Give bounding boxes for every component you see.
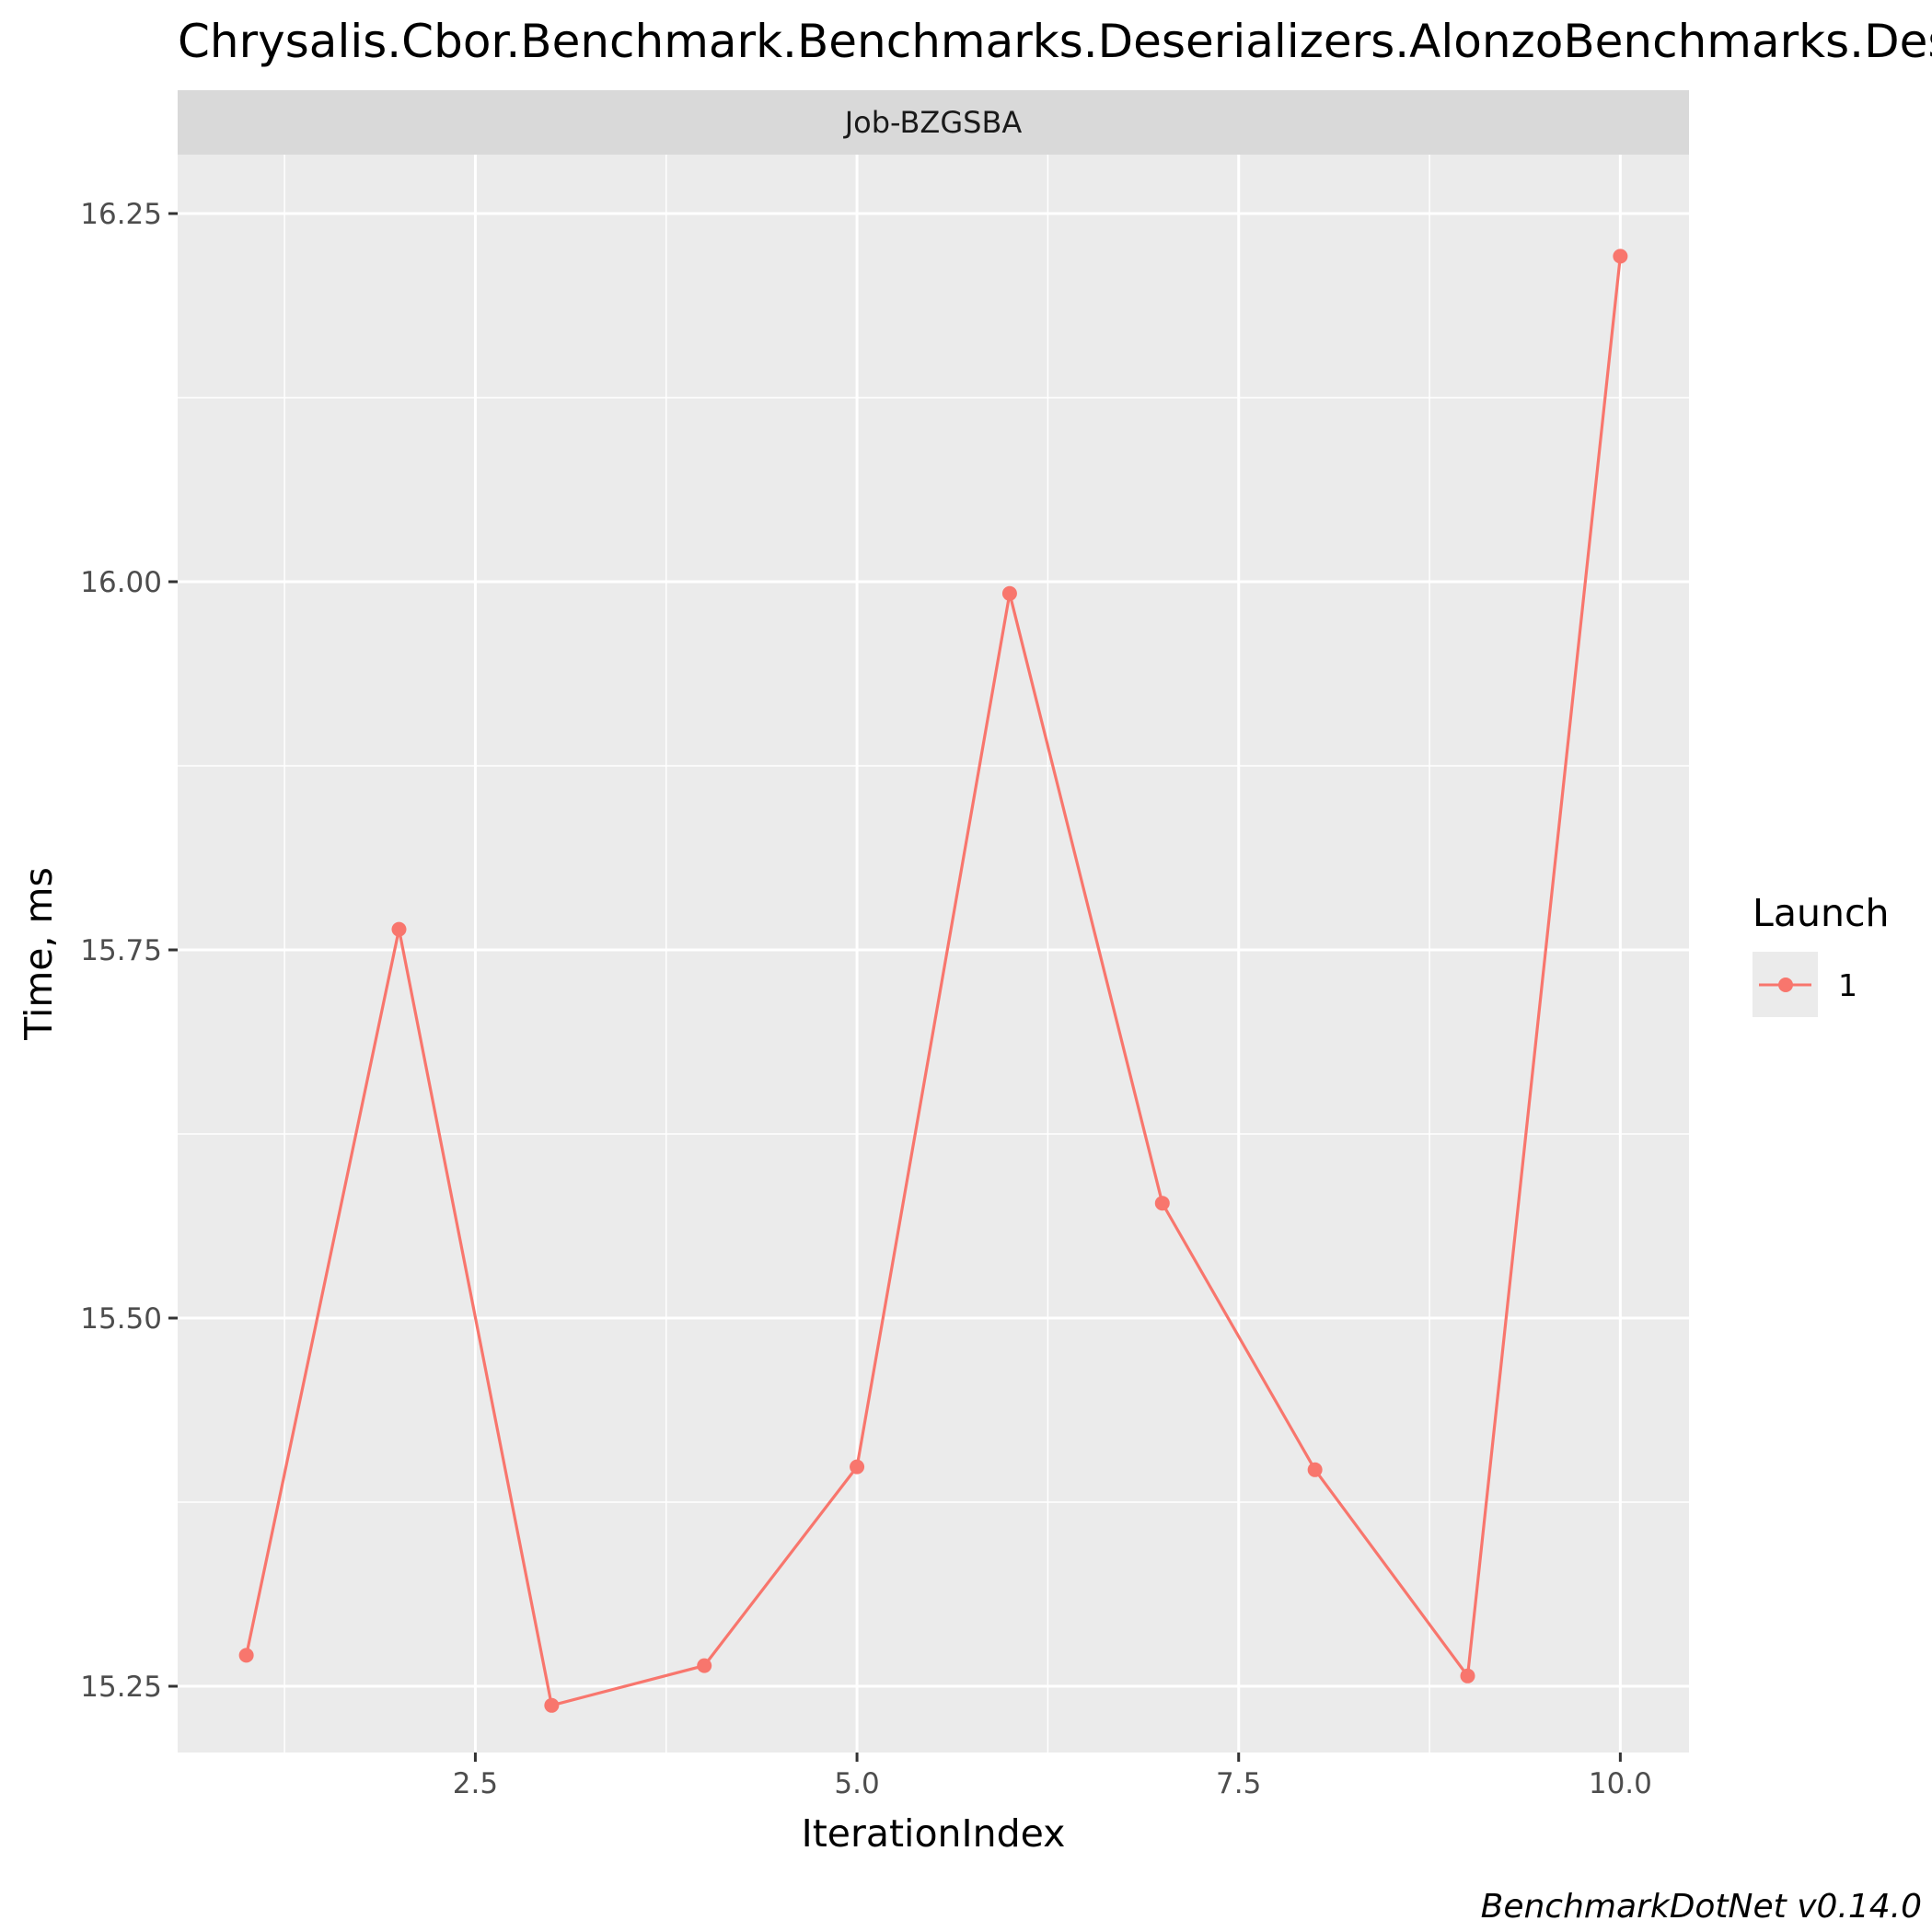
data-point: [697, 1658, 712, 1673]
x-tick-label: 10.0: [1589, 1767, 1652, 1800]
x-tick-label: 7.5: [1216, 1767, 1261, 1800]
y-tick-label: 16.00: [80, 566, 162, 599]
data-point: [238, 1648, 254, 1663]
x-axis: 2.5 5.0 7.5 10.0: [453, 1753, 1652, 1800]
facet-strip-label: Job-BZGSBA: [843, 105, 1023, 140]
y-axis-title: Time, ms: [17, 867, 61, 1041]
legend-key-point: [1778, 978, 1793, 992]
legend-item-label: 1: [1838, 967, 1857, 1003]
legend-title: Launch: [1753, 891, 1889, 935]
legend: Launch 1: [1753, 891, 1889, 1017]
data-point: [850, 1459, 865, 1475]
x-tick-label: 5.0: [834, 1767, 879, 1800]
major-gridlines: [178, 155, 1689, 1753]
caption: BenchmarkDotNet v0.14.0: [1481, 1888, 1922, 1926]
data-point: [1460, 1668, 1475, 1683]
minor-gridlines: [178, 155, 1689, 1753]
data-point: [1613, 249, 1628, 264]
y-tick-label: 15.50: [80, 1302, 162, 1336]
series-layer: [238, 249, 1628, 1713]
y-axis: 15.25 15.50 15.75 16.00 16.25: [80, 198, 178, 1704]
plot-panel: [178, 155, 1689, 1753]
x-tick-label: 2.5: [453, 1767, 498, 1800]
y-tick-label: 15.75: [80, 934, 162, 967]
chart-title: Chrysalis.Cbor.Benchmark.Benchmarks.Dese…: [178, 15, 1932, 68]
facet-strip: [178, 90, 1689, 155]
data-point: [544, 1697, 560, 1713]
y-tick-label: 16.25: [80, 198, 162, 231]
x-axis-title: IterationIndex: [802, 1811, 1066, 1856]
data-point: [1307, 1462, 1323, 1477]
data-point: [1154, 1196, 1170, 1211]
data-point: [1001, 585, 1017, 601]
series-line: [245, 256, 1622, 1707]
y-tick-label: 15.25: [80, 1671, 162, 1704]
data-point: [391, 921, 407, 937]
